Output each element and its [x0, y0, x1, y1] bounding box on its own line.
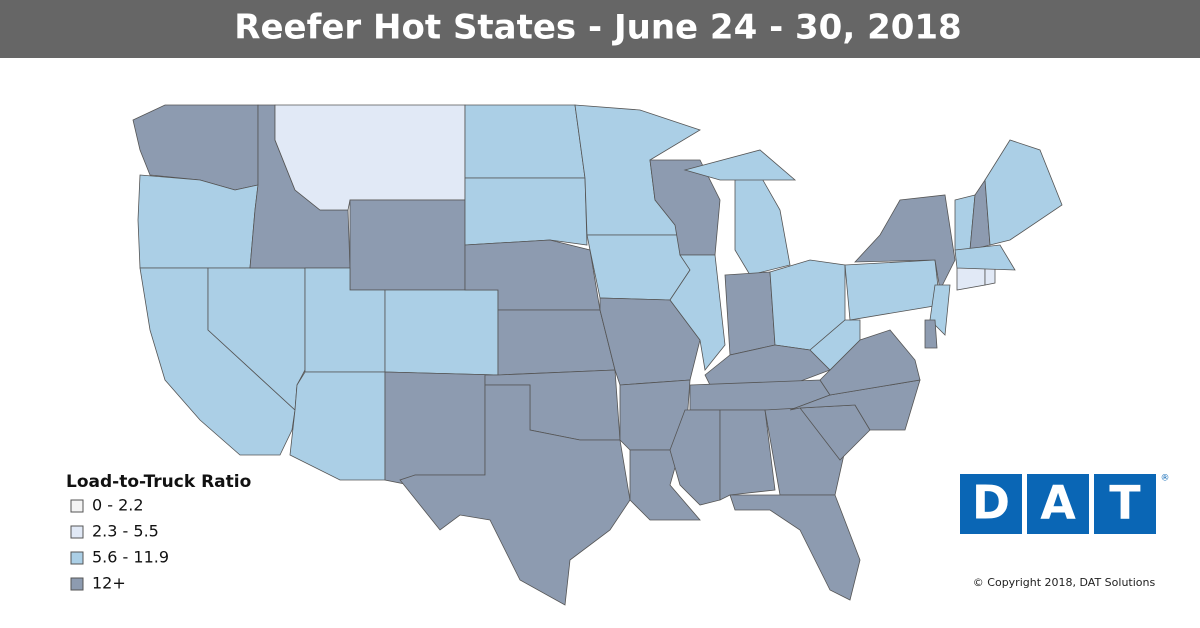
state: [586, 234, 691, 301]
logo-box: [1094, 474, 1156, 534]
header-bar: [0, 0, 1200, 58]
state: [734, 174, 791, 276]
state: [464, 177, 588, 246]
state: [924, 319, 938, 349]
state: [984, 139, 1063, 246]
state: [954, 244, 1016, 271]
state: [724, 271, 776, 356]
us-map: [132, 104, 1063, 606]
state: [464, 104, 586, 179]
state: [349, 199, 466, 291]
logo-box: [960, 474, 1022, 534]
legend-label: 12+: [92, 574, 126, 593]
state: [274, 104, 466, 211]
state: [683, 149, 797, 181]
header-title: Reefer Hot States - June 24 - 30, 2018: [234, 8, 961, 48]
copyright: © Copyright 2018, DAT Solutions: [973, 576, 1156, 589]
state: [399, 384, 631, 606]
state: [289, 371, 386, 481]
state: [669, 254, 726, 371]
legend: 0 - 2.2 2.3 - 5.5 5.6 - 11.9 12+: [70, 496, 169, 593]
logo-box: [1027, 474, 1089, 534]
state: [984, 267, 996, 286]
legend-label: 2.3 - 5.5: [92, 522, 159, 541]
state: [719, 409, 776, 501]
legend-swatch: [70, 499, 84, 513]
state: [384, 289, 499, 376]
logo-letter: T: [1109, 476, 1141, 530]
state: [809, 319, 861, 371]
legend-label: 5.6 - 11.9: [92, 548, 169, 567]
logo-mark: ®: [1161, 474, 1170, 484]
logo: D A T ®: [960, 474, 1170, 534]
state: [497, 309, 616, 376]
logo-letter: D: [972, 476, 1010, 530]
legend-swatch: [70, 525, 84, 539]
state: [844, 259, 941, 321]
legend-swatch: [70, 577, 84, 591]
state: [384, 371, 499, 486]
legend-label: 0 - 2.2: [92, 496, 144, 515]
state: [137, 174, 259, 269]
state: [956, 267, 986, 291]
state: [854, 194, 956, 292]
state: [729, 494, 861, 601]
legend-title: Load-to-Truck Ratio: [66, 472, 251, 492]
logo-letter: A: [1040, 476, 1076, 530]
legend-swatch: [70, 551, 84, 565]
